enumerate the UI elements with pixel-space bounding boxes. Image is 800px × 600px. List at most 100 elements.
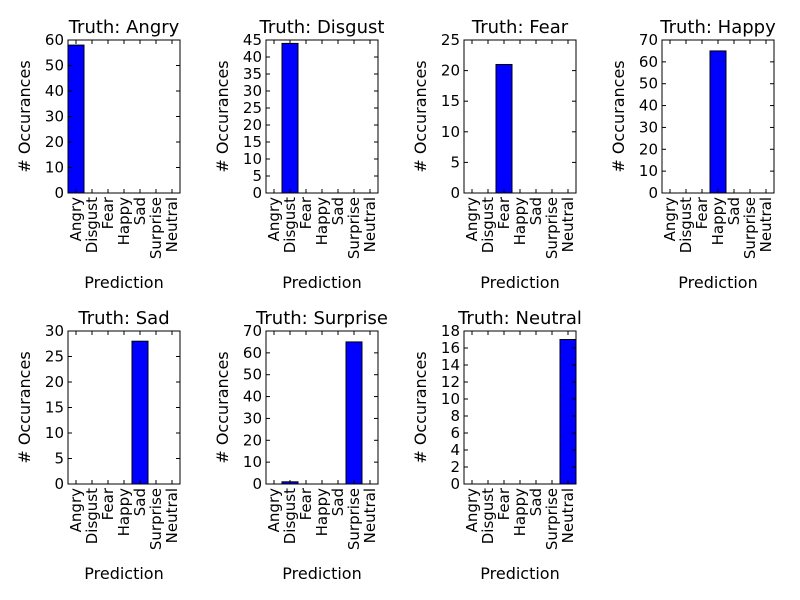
x-tick-label-neutral: Neutral: [163, 197, 181, 252]
y-tick-label: 0: [252, 475, 262, 493]
x-tick-label-neutral: Neutral: [559, 197, 577, 252]
x-tick-label-fear: Fear: [99, 487, 117, 520]
chart-panel-4: Truth: Happy 0 10 20 30 40 50 60 70 AngryDisgustF…: [609, 17, 776, 292]
y-tick-label: 60: [45, 31, 64, 49]
y-tick-label: 25: [441, 31, 460, 49]
y-axis-label: # Occurances: [213, 60, 232, 172]
x-tick-label-angry: Angry: [661, 197, 679, 241]
y-tick-label: 20: [243, 431, 262, 449]
y-axis-label: # Occurances: [15, 60, 34, 172]
x-axis-label: Prediction: [480, 273, 559, 292]
y-tick-label: 10: [45, 424, 64, 442]
y-tick-label: 25: [45, 348, 64, 366]
y-tick-label: 20: [45, 133, 64, 151]
y-tick-label: 30: [45, 108, 64, 126]
y-tick-label: 15: [243, 133, 262, 151]
y-tick-label: 0: [648, 184, 658, 202]
y-tick-label: 70: [639, 31, 658, 49]
y-tick-label: 5: [450, 153, 460, 171]
x-tick-label-surprise: Surprise: [345, 197, 363, 259]
y-tick-label: 60: [639, 53, 658, 71]
y-tick-label: 50: [243, 366, 262, 384]
x-axis-label: Prediction: [282, 564, 361, 583]
x-tick-label-fear: Fear: [99, 196, 117, 229]
y-tick-label: 5: [252, 167, 262, 185]
x-tick-label-disgust: Disgust: [479, 197, 497, 253]
x-tick-label-angry: Angry: [265, 488, 283, 532]
y-tick-label: 0: [252, 184, 262, 202]
y-tick-label: 30: [639, 118, 658, 136]
y-tick-label: 10: [639, 162, 658, 180]
y-tick-label: 0: [54, 184, 64, 202]
x-axis-label: Prediction: [678, 273, 757, 292]
y-tick-label: 14: [441, 356, 460, 374]
y-tick-label: 50: [639, 75, 658, 93]
bar-sad: [131, 340, 149, 485]
bar-fear: [495, 63, 513, 194]
chart-panel-5: Truth: Sad 0 5 10 15 20 25 30 AngryDisgustFearHa…: [15, 308, 181, 583]
y-tick-label: 6: [450, 424, 460, 442]
y-tick-label: 0: [450, 475, 460, 493]
y-tick-label: 70: [243, 322, 262, 340]
y-tick-label: 40: [45, 82, 64, 100]
x-tick-label-happy: Happy: [313, 488, 331, 537]
y-tick-label: 40: [243, 48, 262, 66]
x-tick-label-surprise: Surprise: [741, 197, 759, 259]
y-axis-label: # Occurances: [609, 60, 628, 172]
x-tick-label-surprise: Surprise: [543, 488, 561, 550]
chart-panel-1: Truth: Angry 0 10 20 30 40 50 60 AngryDisgustFea…: [15, 17, 181, 292]
y-tick-label: 20: [441, 62, 460, 80]
x-tick-label-happy: Happy: [511, 197, 529, 246]
x-tick-label-disgust: Disgust: [677, 197, 695, 253]
x-tick-label-sad: Sad: [329, 197, 347, 225]
y-tick-label: 45: [243, 31, 262, 49]
x-tick-label-neutral: Neutral: [559, 488, 577, 543]
y-tick-label: 50: [45, 57, 64, 75]
x-tick-label-fear: Fear: [495, 196, 513, 229]
x-tick-label-happy: Happy: [115, 488, 133, 537]
y-tick-label: 30: [243, 409, 262, 427]
x-tick-label-neutral: Neutral: [163, 488, 181, 543]
x-tick-label-angry: Angry: [463, 197, 481, 241]
x-tick-label-disgust: Disgust: [83, 488, 101, 544]
y-tick-label: 10: [441, 123, 460, 141]
x-tick-label-surprise: Surprise: [147, 488, 165, 550]
x-tick-label-disgust: Disgust: [479, 488, 497, 544]
chart-panel-3: Truth: Fear 0 5 10 15 20 25 AngryDisgustFearHap…: [411, 17, 577, 292]
y-tick-label: 40: [243, 388, 262, 406]
y-tick-label: 18: [441, 322, 460, 340]
x-tick-label-disgust: Disgust: [281, 197, 299, 253]
plot-frame: [67, 39, 181, 194]
y-tick-label: 10: [45, 159, 64, 177]
y-tick-label: 10: [441, 390, 460, 408]
chart-title: Truth: Fear: [471, 17, 569, 38]
bar-happy: [709, 50, 727, 194]
x-tick-label-sad: Sad: [131, 488, 149, 516]
chart-title: Truth: Happy: [659, 17, 776, 38]
x-tick-label-angry: Angry: [265, 197, 283, 241]
x-axis-label: Prediction: [84, 273, 163, 292]
y-tick-label: 10: [243, 453, 262, 471]
y-axis-label: # Occurances: [15, 351, 34, 463]
x-tick-label-happy: Happy: [313, 197, 331, 246]
y-tick-label: 30: [45, 322, 64, 340]
y-tick-label: 20: [639, 140, 658, 158]
x-tick-label-surprise: Surprise: [147, 197, 165, 259]
y-tick-label: 16: [441, 339, 460, 357]
bar-neutral: [559, 339, 577, 485]
y-tick-label: 8: [450, 407, 460, 425]
bar-disgust: [281, 42, 299, 194]
y-axis-label: # Occurances: [411, 60, 430, 172]
y-tick-label: 2: [450, 458, 460, 476]
y-tick-label: 35: [243, 65, 262, 83]
chart-panel-6: Truth: Surprise 0 10 20 30 40 50 60 70 AngryDisgu…: [213, 308, 388, 583]
x-tick-label-happy: Happy: [115, 197, 133, 246]
y-tick-label: 60: [243, 344, 262, 362]
y-tick-label: 4: [450, 441, 460, 459]
y-tick-label: 12: [441, 373, 460, 391]
chart-title: Truth: Sad: [77, 308, 169, 329]
x-axis-label: Prediction: [282, 273, 361, 292]
